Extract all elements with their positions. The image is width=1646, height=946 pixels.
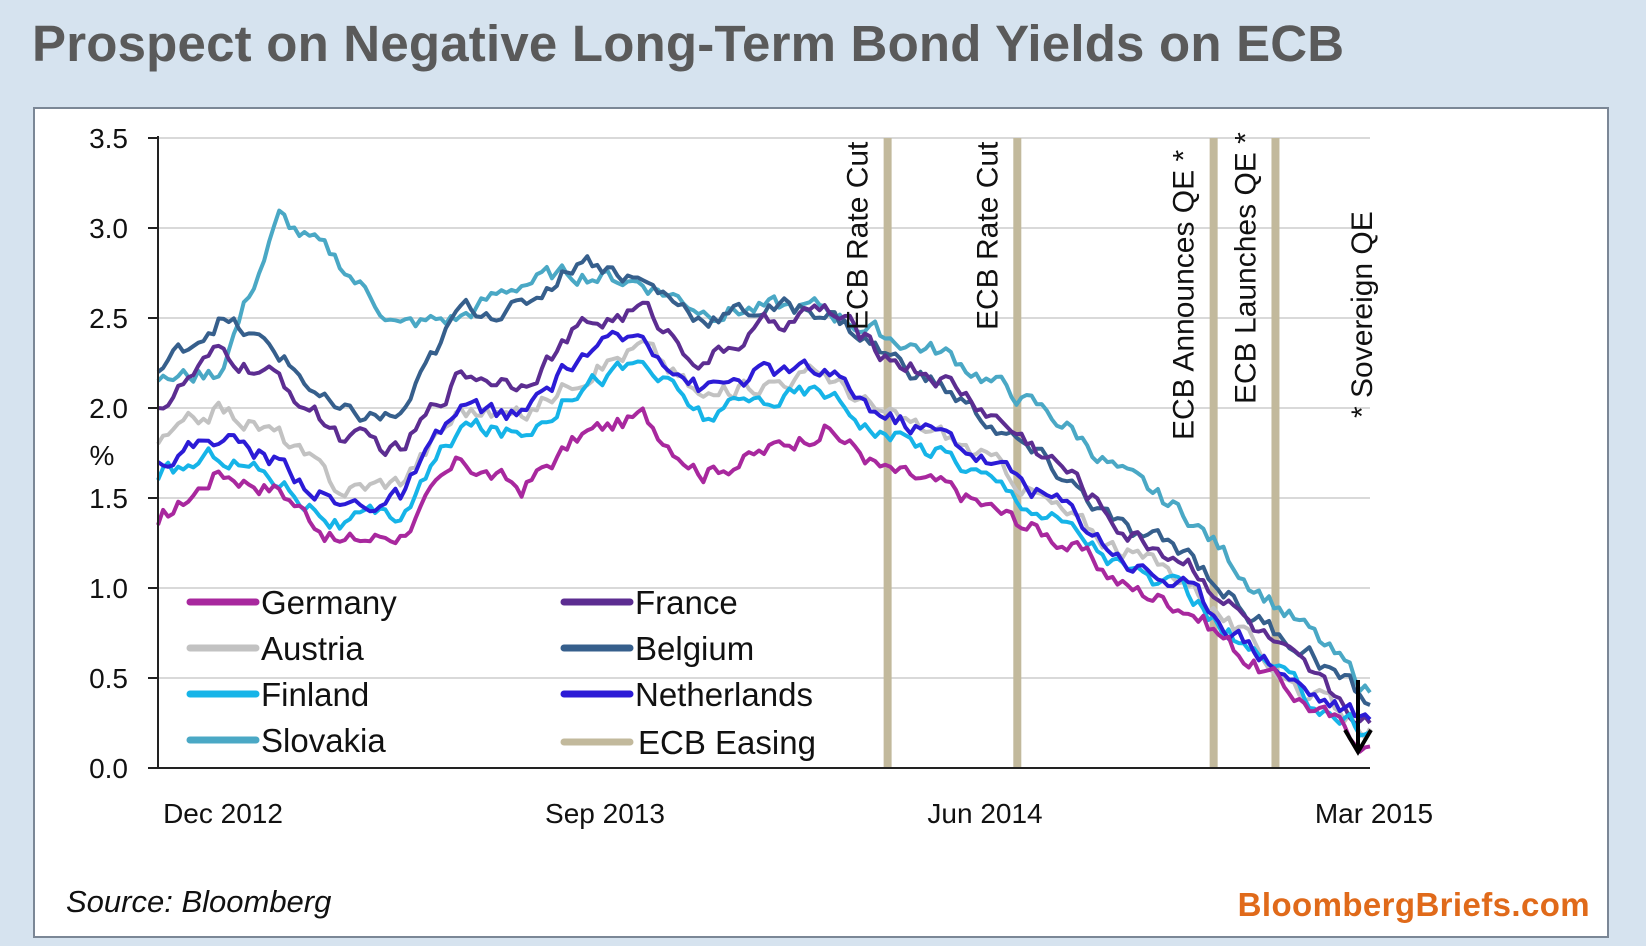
event-label: ECB Rate Cut — [842, 141, 875, 330]
brand-logo: BloombergBriefs.com — [1237, 886, 1590, 923]
series-lines — [156, 208, 1372, 754]
legend-label: Austria — [261, 630, 364, 667]
legend-label: Belgium — [635, 630, 754, 667]
down-arrow-icon — [1343, 680, 1373, 756]
gridlines — [158, 137, 1370, 679]
x-tick-label: Sep 2013 — [545, 798, 665, 829]
legend-label: ECB Easing — [638, 724, 816, 761]
legend-label: Germany — [261, 584, 397, 621]
ecb-easing-bars — [883, 138, 1280, 768]
legend: Germany France Austria Belgium Finland Nether… — [186, 584, 816, 761]
legend-label: Netherlands — [635, 676, 813, 713]
series-line-netherlands — [156, 329, 1372, 721]
event-label: ECB Rate Cut — [971, 141, 1004, 330]
legend-label: France — [635, 584, 738, 621]
legend-label: Finland — [261, 676, 369, 713]
series-line-germany — [156, 406, 1371, 754]
y-tick-label: 3.0 — [89, 213, 128, 244]
x-tick-label: Dec 2012 — [163, 798, 283, 829]
chart-title: Prospect on Negative Long-Term Bond Yiel… — [32, 15, 1345, 72]
series-line-finland — [156, 359, 1371, 738]
footnote-label: * Sovereign QE — [1346, 211, 1379, 418]
y-tick-label: 2.0 — [89, 393, 128, 424]
legend-label: Slovakia — [261, 722, 386, 759]
series-line-france — [157, 300, 1372, 726]
source-note: Source: Bloomberg — [66, 884, 332, 919]
y-tick-label: 3.5 — [89, 123, 128, 154]
event-annotations: ECB Rate Cut ECB Rate Cut ECB Announces QE… — [842, 132, 1379, 440]
x-tick-label: Mar 2015 — [1315, 798, 1433, 829]
series-line-austria — [156, 338, 1372, 740]
y-axis-label: % — [90, 440, 115, 471]
axes: 0.0 0.5 1.0 1.5 2.0 2.5 3.0 3.5% Dec 2012 Sep 201… — [89, 123, 1433, 829]
y-tick-label: 2.5 — [89, 303, 128, 334]
event-label: ECB Announces QE * — [1168, 150, 1201, 440]
series-line-slovakia — [156, 208, 1372, 694]
chart-panel — [33, 107, 1609, 938]
y-tick-label: 0.0 — [89, 753, 128, 784]
y-tick-label: 0.5 — [89, 663, 128, 694]
x-tick-label: Jun 2014 — [927, 798, 1042, 829]
y-tick-label: 1.5 — [89, 483, 128, 514]
y-tick-label: 1.0 — [89, 573, 128, 604]
event-label: ECB Launches QE * — [1229, 132, 1262, 404]
